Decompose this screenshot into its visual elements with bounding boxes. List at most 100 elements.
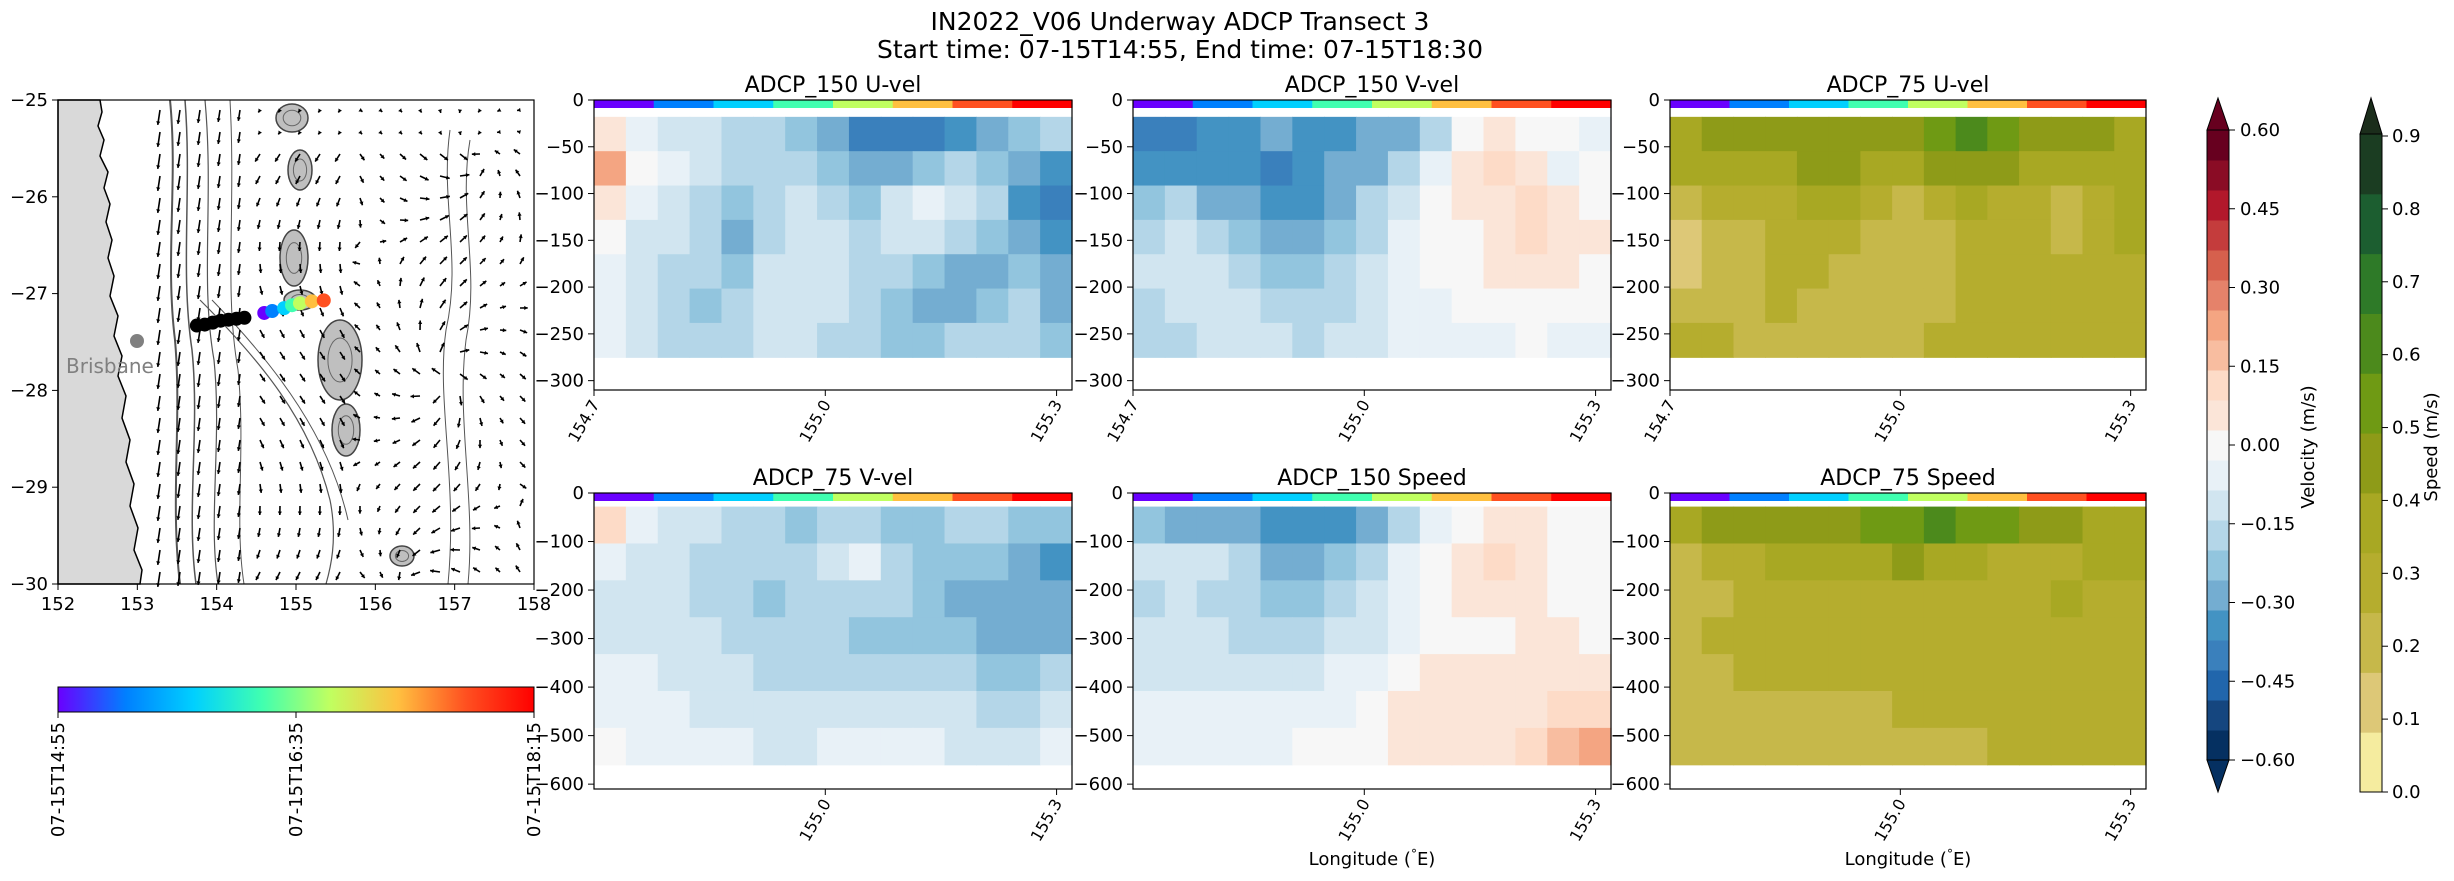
heatmap-cell bbox=[657, 580, 691, 618]
heatmap-cell bbox=[1987, 506, 2020, 545]
time-stripe-cell bbox=[916, 100, 930, 108]
current-arrowhead bbox=[176, 274, 181, 278]
seamount-contour-inner bbox=[282, 109, 302, 127]
heatmap-cell bbox=[1356, 288, 1389, 324]
heatmap-cell bbox=[2082, 617, 2115, 655]
heatmap-cell bbox=[1164, 116, 1198, 152]
heatmap-cell bbox=[1955, 322, 1988, 358]
heatmap-cell bbox=[785, 690, 818, 729]
heatmap-cell bbox=[976, 288, 1009, 324]
heatmap-cell bbox=[1955, 727, 1988, 766]
heatmap-cell bbox=[1040, 254, 1073, 290]
current-arrowhead bbox=[462, 235, 467, 240]
heatmap-cell bbox=[1892, 506, 1925, 545]
time-stripe-cell bbox=[1133, 493, 1146, 501]
time-stripe-cell bbox=[653, 100, 667, 108]
heatmap-cell bbox=[1260, 617, 1293, 655]
y-tick-label: −200 bbox=[535, 277, 584, 298]
current-arrowhead bbox=[176, 450, 181, 454]
seamount-contour bbox=[279, 229, 309, 287]
heatmap-cell bbox=[944, 288, 977, 324]
current-arrowhead bbox=[278, 108, 282, 113]
heatmap-cell bbox=[1228, 185, 1262, 221]
heatmap-cell bbox=[1547, 116, 1580, 152]
time-stripe-cell bbox=[1848, 100, 1861, 108]
heatmap-cell bbox=[594, 254, 627, 290]
current-arrowhead bbox=[358, 224, 363, 228]
heatmap-cell bbox=[1987, 690, 2020, 729]
heatmap-cell bbox=[1324, 506, 1357, 545]
current-arrowhead bbox=[156, 385, 161, 389]
time-stripe-cell bbox=[2074, 100, 2088, 108]
speed-colorbar-tick-label: 0.4 bbox=[2392, 490, 2421, 511]
time-stripe-cell bbox=[737, 100, 750, 108]
heatmap-cell bbox=[594, 288, 627, 324]
time-stripe-cell bbox=[1336, 493, 1349, 501]
current-arrowhead bbox=[278, 130, 282, 135]
time-stripe-cell bbox=[629, 100, 643, 108]
heatmap-cell bbox=[1419, 727, 1453, 766]
current-arrowhead bbox=[156, 297, 161, 301]
time-stripe-cell bbox=[665, 493, 679, 501]
heatmap-cell bbox=[880, 254, 914, 290]
colorbar-segment bbox=[2207, 130, 2229, 161]
current-arrowhead bbox=[216, 118, 221, 122]
current-arrowhead bbox=[477, 444, 483, 449]
panel-title: ADCP_150 U-vel bbox=[745, 73, 922, 98]
current-arrowhead bbox=[502, 328, 507, 333]
heatmap-cell bbox=[1547, 185, 1580, 221]
heatmap-cell bbox=[1892, 617, 1925, 655]
heatmap-cell bbox=[1133, 219, 1166, 255]
current-arrowhead bbox=[236, 579, 241, 583]
heatmap-cell bbox=[2114, 322, 2147, 358]
current-arrowhead bbox=[216, 250, 221, 254]
heatmap-cell bbox=[2114, 219, 2147, 255]
current-arrowhead bbox=[341, 377, 346, 382]
x-tick-label: 155.3 bbox=[1027, 397, 1066, 446]
current-arrowhead bbox=[413, 486, 418, 491]
y-tick-label: −600 bbox=[1611, 774, 1660, 795]
heatmap-cell bbox=[1164, 254, 1198, 290]
x-axis-label: Longitude (°E) bbox=[1309, 847, 1436, 870]
time-stripe-cell bbox=[1467, 100, 1481, 108]
current-arrowhead bbox=[275, 576, 280, 581]
current-arrowhead bbox=[358, 108, 363, 112]
heatmap-cell bbox=[1483, 690, 1516, 729]
heatmap-cell bbox=[1515, 288, 1548, 324]
heatmap-cell bbox=[1670, 690, 1703, 729]
heatmap-cell bbox=[689, 219, 723, 255]
time-stripe-cell bbox=[964, 493, 977, 501]
velocity-colorbar-tick-label: 0.30 bbox=[2240, 278, 2280, 299]
current-arrowhead bbox=[443, 235, 448, 240]
heatmap-cell bbox=[1324, 254, 1357, 290]
heatmap-cell bbox=[1987, 185, 2020, 221]
heatmap-cell bbox=[625, 543, 659, 581]
current-arrowhead bbox=[413, 530, 418, 535]
current-arrowhead bbox=[156, 275, 161, 279]
heatmap-cell bbox=[689, 116, 723, 152]
current-arrowhead bbox=[317, 511, 322, 515]
heatmap-cell bbox=[912, 727, 946, 766]
time-stripe-cell bbox=[1443, 100, 1457, 108]
current-arrowhead bbox=[391, 416, 396, 421]
time-stripe-cell bbox=[844, 100, 858, 108]
heatmap-cell bbox=[1860, 617, 1893, 655]
time-stripe-cell bbox=[1777, 493, 1790, 501]
heatmap-cell bbox=[1579, 116, 1612, 152]
current-arrowhead bbox=[411, 572, 416, 577]
current-arrowhead bbox=[437, 109, 442, 113]
heatmap-cell bbox=[1260, 288, 1293, 324]
heatmap-cell bbox=[2019, 151, 2052, 187]
heatmap-cell bbox=[944, 151, 977, 187]
colorbar-segment bbox=[2207, 520, 2229, 551]
heatmap-cell bbox=[625, 151, 659, 187]
heatmap-cell bbox=[1923, 506, 1957, 545]
time-stripe-cell bbox=[1383, 100, 1397, 108]
heatmap-cell bbox=[657, 654, 691, 692]
heatmap-cell bbox=[1892, 580, 1925, 618]
time-stripe-cell bbox=[1931, 493, 1945, 501]
current-arrowhead bbox=[196, 119, 201, 123]
heatmap-cell bbox=[2050, 116, 2084, 152]
current-arrowhead bbox=[256, 533, 261, 537]
heatmap-cell bbox=[1483, 288, 1516, 324]
